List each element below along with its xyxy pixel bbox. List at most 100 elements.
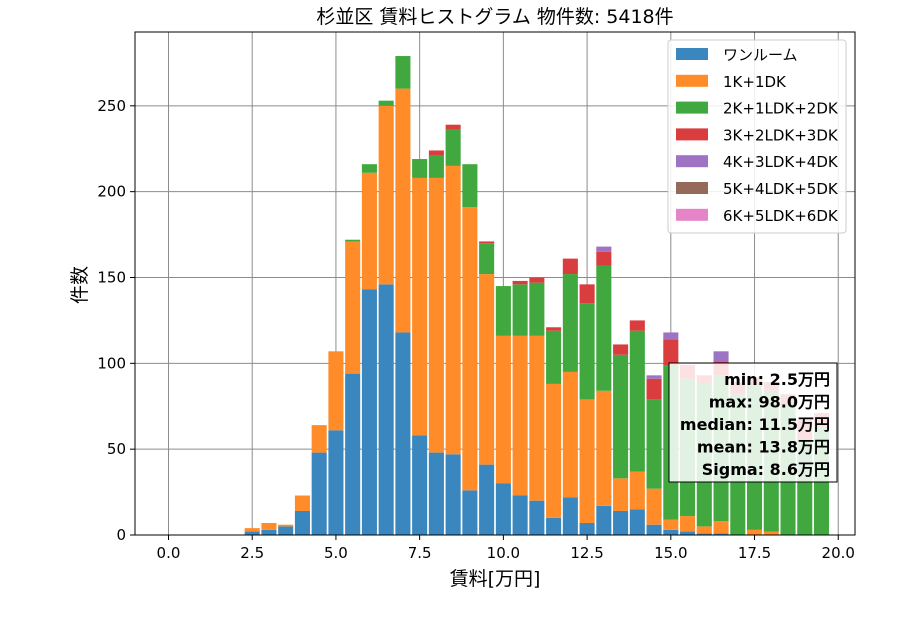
legend-label-3: 3K+2LDK+3DK [723, 126, 839, 144]
bar-1-22 [613, 478, 629, 511]
bar-3-12 [445, 124, 461, 130]
bar-0-24 [646, 524, 662, 535]
bar-2-15 [495, 286, 511, 336]
bar-0-1 [261, 529, 277, 535]
bar-2-24 [646, 399, 662, 489]
bar-0-17 [529, 500, 545, 535]
bar-0-8 [378, 284, 394, 535]
bar-4-28 [713, 351, 729, 362]
bar-4-25 [663, 332, 679, 340]
bar-1-10 [412, 177, 428, 436]
bar-2-8 [378, 100, 394, 106]
bar-1-13 [462, 207, 478, 491]
bar-0-2 [278, 526, 294, 535]
bar-0-13 [462, 490, 478, 535]
bar-1-5 [328, 351, 344, 431]
legend-swatch-5 [676, 182, 708, 194]
chart-title: 杉並区 賃料ヒストグラム 物件数: 5418件 [316, 6, 673, 28]
stats-line-2: median: 11.5万円 [680, 415, 830, 434]
bar-0-11 [428, 452, 444, 535]
y-axis-ticks: 0 50 100 150 200 250 [97, 97, 135, 544]
y-tick-label-3: 150 [97, 268, 126, 286]
bar-3-22 [613, 344, 629, 355]
x-axis-title: 賃料[万円] [450, 568, 541, 590]
bar-1-1 [261, 522, 277, 530]
legend-label-5: 5K+4LDK+5DK [723, 180, 839, 198]
bar-2-20 [579, 303, 595, 400]
bar-2-13 [462, 164, 478, 208]
bar-1-9 [395, 88, 411, 333]
bar-0-19 [562, 497, 578, 535]
x-tick-label-4: 10.0 [487, 544, 520, 562]
bar-3-18 [546, 327, 562, 331]
legend-swatch-0 [676, 48, 708, 60]
bar-1-8 [378, 105, 394, 285]
bar-2-16 [512, 284, 528, 336]
bar-1-11 [428, 177, 444, 453]
plot-frame [134, 31, 856, 536]
x-tick-label-8: 20.0 [822, 544, 855, 562]
bar-3-21 [596, 251, 612, 266]
bar-0-3 [294, 510, 310, 535]
y-tick-label-2: 100 [97, 354, 126, 372]
x-tick-label-3: 7.5 [408, 544, 432, 562]
bar-1-2 [278, 524, 294, 527]
stats-line-3: mean: 13.8万円 [697, 438, 830, 457]
x-axis-ticks: 0.0 2.5 5.0 7.5 10.0 12.5 15.0 17.5 20.0 [157, 535, 855, 562]
bar-0-16 [512, 495, 528, 535]
bar-2-14 [479, 243, 495, 275]
y-tick-label-5: 250 [97, 97, 126, 115]
y-axis-title: 件数 [69, 266, 91, 304]
bar-2-22 [613, 354, 629, 479]
bar-0-23 [629, 509, 645, 535]
bar-3-20 [579, 284, 595, 304]
bar-1-18 [546, 383, 562, 518]
bar-0-15 [495, 483, 511, 535]
legend-swatch-2 [676, 101, 708, 114]
bar-1-26 [680, 516, 696, 532]
bar-0-22 [613, 510, 629, 535]
bar-2-19 [562, 274, 578, 372]
stats-box: min: 2.5万円 max: 98.0万円 median: 11.5万円 mean:… [668, 362, 838, 483]
legend: ワンルーム 1K+1DK 2K+1LDK+2DK 3K+2LDK+3DK 4K+3LDK… [667, 39, 847, 234]
bar-0-10 [412, 435, 428, 535]
bar-1-31 [763, 531, 779, 535]
bar-1-15 [495, 335, 511, 484]
legend-label-4: 4K+3LDK+4DK [723, 153, 839, 171]
bar-3-17 [529, 277, 545, 283]
bar-0-7 [361, 289, 377, 535]
bar-0-25 [663, 529, 679, 535]
bar-3-11 [428, 150, 444, 156]
stats-line-0: min: 2.5万円 [724, 370, 830, 389]
bar-1-30 [747, 529, 763, 535]
bar-4-21 [596, 246, 612, 252]
x-tick-label-2: 5.0 [324, 544, 348, 562]
bar-1-28 [713, 521, 729, 534]
legend-label-1: 1K+1DK [723, 73, 787, 91]
x-tick-label-7: 17.5 [738, 544, 771, 562]
bar-1-16 [512, 335, 528, 496]
legend-swatch-6 [676, 208, 708, 221]
bar-2-21 [596, 265, 612, 391]
bar-4-24 [646, 375, 662, 379]
bar-2-18 [546, 330, 562, 384]
bar-2-12 [445, 129, 461, 166]
y-tick-label-4: 200 [97, 183, 126, 201]
stats-line-4: Sigma: 8.6万円 [702, 460, 830, 479]
bar-0-9 [395, 332, 411, 535]
bar-1-14 [479, 274, 495, 465]
bar-1-23 [629, 471, 645, 510]
stats-line-1: max: 98.0万円 [709, 393, 830, 412]
bar-2-17 [529, 282, 545, 336]
x-tick-label-6: 15.0 [654, 544, 687, 562]
bar-3-24 [646, 378, 662, 400]
legend-frame [667, 39, 847, 234]
x-tick-label-5: 12.5 [570, 544, 603, 562]
bar-0-26 [680, 531, 696, 535]
legend-label-6: 6K+5LDK+6DK [723, 207, 839, 225]
bar-1-20 [579, 399, 595, 523]
legend-label-0: ワンルーム [723, 46, 798, 64]
y-tick-label-1: 50 [107, 440, 126, 458]
bar-1-25 [663, 519, 679, 530]
